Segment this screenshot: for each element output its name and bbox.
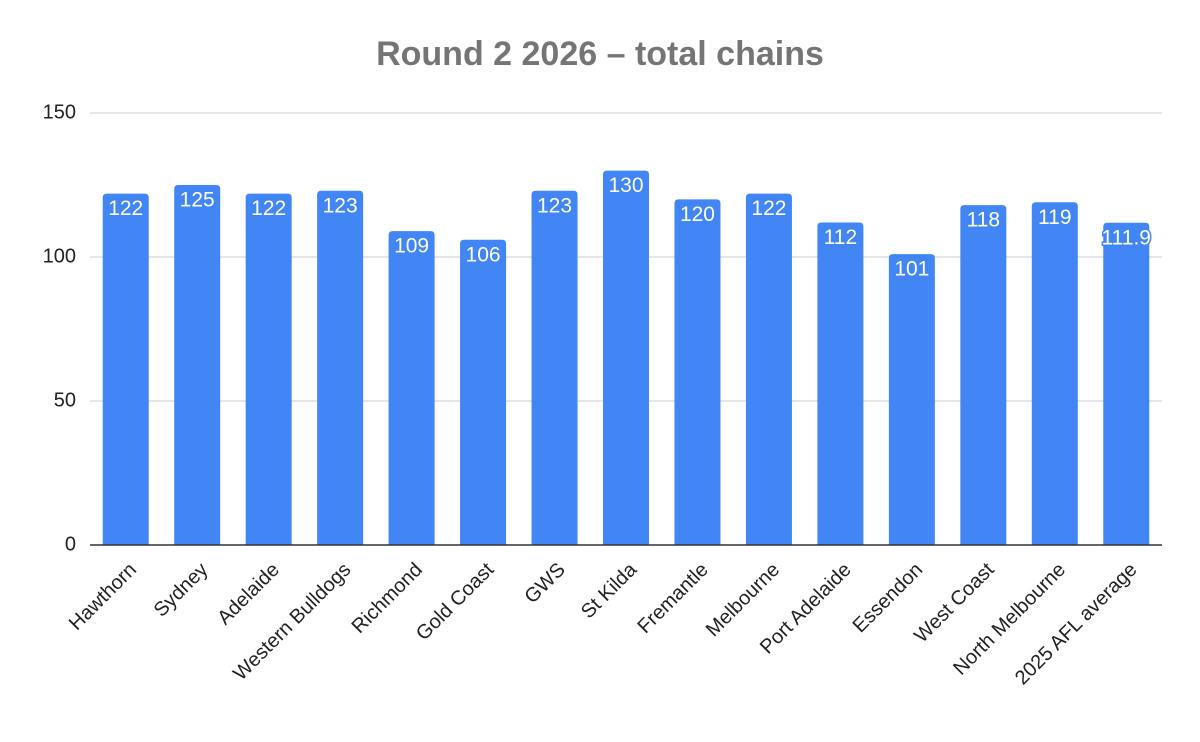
data-label: 123: [537, 194, 572, 217]
data-label: 101: [894, 258, 929, 281]
data-label: 118: [967, 209, 1000, 232]
x-tick-label: Sydney: [150, 559, 213, 622]
bar: [245, 193, 292, 545]
data-label: 123: [323, 194, 358, 217]
x-tick-label: Adelaide: [213, 559, 284, 630]
x-tick-label: GWS: [520, 559, 569, 608]
data-label: 130: [608, 174, 643, 197]
x-tick-label: Hawthorn: [65, 559, 141, 635]
data-label: 122: [751, 197, 786, 220]
data-label: 122: [108, 197, 143, 220]
bar: [174, 185, 221, 545]
data-label: 111.9: [1102, 226, 1151, 249]
y-tick-label: 100: [43, 245, 76, 267]
x-tick-label: Gold Coast: [412, 558, 499, 645]
bar: [960, 205, 1007, 545]
bar: [888, 254, 935, 545]
data-label: 109: [394, 235, 429, 258]
y-tick-label: 0: [65, 533, 76, 555]
bar: [817, 222, 864, 545]
data-label: 125: [180, 189, 215, 212]
bar: [1031, 202, 1078, 545]
x-tick-label: St Kilda: [577, 558, 642, 623]
bar: [317, 190, 364, 545]
bar: [603, 170, 649, 545]
bar: [102, 193, 149, 545]
bar: [674, 199, 721, 545]
data-label: 112: [824, 226, 857, 249]
bar: [460, 239, 507, 545]
data-label: 120: [680, 203, 715, 226]
y-tick-label: 150: [43, 101, 76, 123]
bar: [531, 190, 578, 545]
x-tick-label: Fremantle: [634, 559, 713, 638]
y-tick-label: 50: [54, 389, 76, 411]
data-label: 119: [1038, 206, 1071, 229]
bar: [745, 193, 792, 545]
data-label: 106: [466, 243, 501, 266]
chart-title: Round 2 2026 – total chains: [376, 35, 824, 73]
x-tick-label: 2025 AFL average: [1011, 559, 1142, 690]
data-label: 122: [251, 197, 286, 220]
bar: [1103, 222, 1150, 545]
bar: [388, 231, 435, 545]
